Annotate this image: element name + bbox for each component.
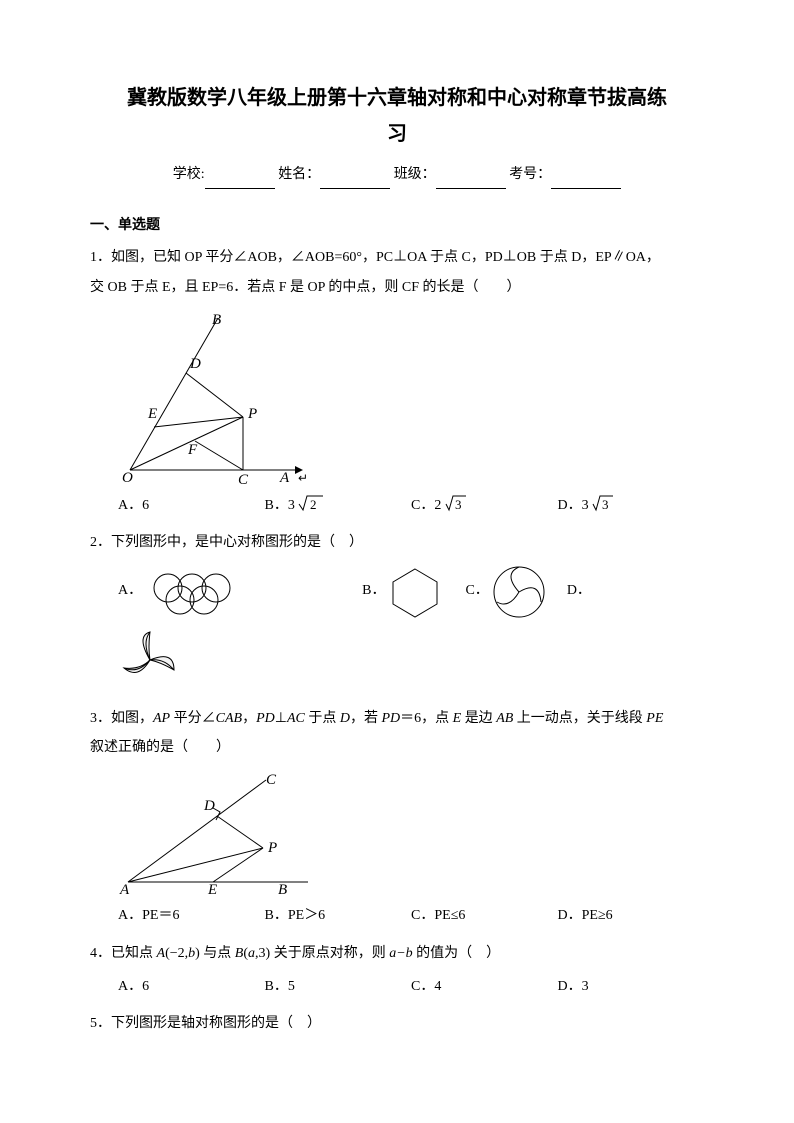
svg-text:↵: ↵ [298, 471, 308, 485]
svg-text:F: F [187, 442, 198, 458]
svg-text:P: P [247, 406, 257, 422]
question-2: 2．下列图形中，是中心对称图形的是（ ） [90, 528, 704, 557]
q2-optD-figure [118, 628, 182, 692]
q2-optB-label: B． [362, 578, 385, 605]
svg-text:3: 3 [602, 497, 609, 512]
q1-diagram: O A ↵ B C D E P F [118, 310, 308, 485]
q1-optD: D．3 3 [558, 493, 705, 518]
q4-optD: D．3 [558, 974, 705, 999]
q2-optB-figure [385, 565, 445, 619]
q4-options: A．6 B．5 C．4 D．3 [90, 974, 704, 999]
q4-optB: B．5 [265, 974, 412, 999]
q2-options: A． B． C． D． [90, 564, 704, 620]
sqrt3-icon: 3 [445, 494, 467, 512]
class-label: 班级： [394, 167, 436, 182]
q2-optC-label: C． [465, 578, 488, 605]
svg-text:A: A [279, 470, 290, 485]
svg-text:O: O [122, 470, 133, 485]
page-title: 冀教版数学八年级上册第十六章轴对称和中心对称章节拔高练 习 [90, 80, 704, 152]
svg-text:B: B [278, 882, 287, 895]
info-line: 学校: 姓名： 班级： 考号： [90, 162, 704, 189]
svg-text:C: C [266, 772, 277, 788]
q3-optD: D．PE≥6 [558, 903, 705, 928]
svg-text:D: D [189, 356, 201, 372]
q2-optC-figure [489, 564, 549, 620]
svg-text:E: E [207, 882, 217, 895]
q2-optA-label: A． [118, 578, 142, 605]
q1-optC: C．2 3 [411, 493, 558, 518]
q1-text-line2: 交 OB 于点 E，且 EP=6．若点 F 是 OP 的中点，则 CF 的长是（… [90, 273, 704, 302]
svg-text:E: E [147, 406, 157, 422]
question-4: 4．已知点 A(−2,b) 与点 B(a,3) 关于原点对称，则 a−b 的值为… [90, 939, 704, 968]
q1-options: A．6 B．3 2 C．2 3 D．3 3 [90, 493, 704, 518]
question-5: 5．下列图形是轴对称图形的是（ ） [90, 1009, 704, 1038]
class-blank [436, 172, 506, 189]
school-label: 学校: [173, 167, 205, 182]
question-3: 3．如图，AP 平分∠CAB，PD⊥AC 于点 D，若 PD＝6，点 E 是边 … [90, 704, 704, 763]
name-label: 姓名： [278, 167, 320, 182]
q3-optC: C．PE≤6 [411, 903, 558, 928]
svg-text:3: 3 [455, 497, 462, 512]
q3-text-line2: 叙述正确的是（ ） [90, 733, 704, 762]
examno-label: 考号： [509, 167, 551, 182]
svg-text:A: A [119, 882, 130, 895]
svg-text:2: 2 [310, 497, 317, 512]
q2-optD-figure-row [90, 628, 704, 692]
q3-optA: A．PE＝6 [118, 903, 265, 928]
q3-options: A．PE＝6 B．PE＞6 C．PE≤6 D．PE≥6 [90, 903, 704, 928]
q2-optA-figure [142, 568, 252, 616]
name-blank [320, 172, 390, 189]
q3-optB: B．PE＞6 [265, 903, 412, 928]
title-line2: 习 [90, 116, 704, 152]
examno-blank [551, 172, 621, 189]
svg-text:D: D [203, 798, 215, 814]
q4-optA: A．6 [118, 974, 265, 999]
q1-text-line1: 1．如图，已知 OP 平分∠AOB，∠AOB=60°，PC⊥OA 于点 C，PD… [90, 243, 704, 272]
svg-text:P: P [267, 840, 277, 856]
q4-optC: C．4 [411, 974, 558, 999]
school-blank [205, 172, 275, 189]
section-1-header: 一、单选题 [90, 213, 704, 240]
title-line1: 冀教版数学八年级上册第十六章轴对称和中心对称章节拔高练 [90, 80, 704, 116]
q1-optA: A．6 [118, 493, 265, 518]
q1-optB: B．3 2 [265, 493, 412, 518]
q1-figure: O A ↵ B C D E P F [118, 310, 704, 485]
q3-diagram: A B C D E P [118, 770, 318, 895]
question-1: 1．如图，已知 OP 平分∠AOB，∠AOB=60°，PC⊥OA 于点 C，PD… [90, 243, 704, 302]
svg-text:B: B [212, 312, 221, 328]
q3-figure: A B C D E P [118, 770, 704, 895]
q2-optD-label: D． [567, 578, 591, 605]
sqrt2-icon: 2 [298, 494, 324, 512]
sqrt3-icon-2: 3 [592, 494, 614, 512]
svg-text:C: C [238, 472, 249, 485]
